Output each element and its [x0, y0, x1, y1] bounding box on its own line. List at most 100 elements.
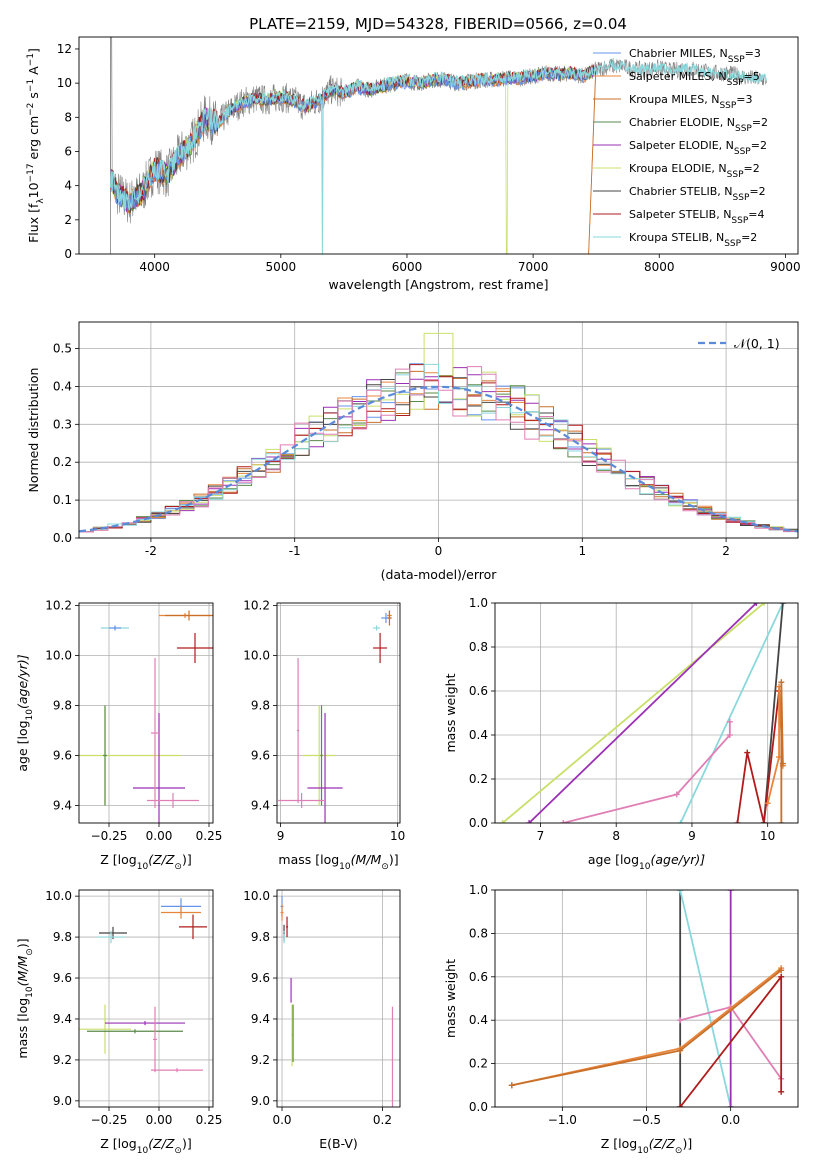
y-tick-label: 0.8 — [469, 926, 488, 940]
x-axis-label-part: (age/yr)] — [650, 852, 705, 867]
y-axis-label-part: erg cm — [26, 116, 41, 164]
x-axis-label: Z [log10(Z/Z⊙)] — [100, 1136, 191, 1156]
x-tick-label: 9000 — [770, 260, 801, 274]
x-tick-label: 0 — [435, 544, 443, 558]
x-axis-label-part: Z [log — [100, 852, 136, 867]
x-axis-label-part: )] — [682, 1136, 692, 1151]
y-axis-label-part: (age/yr)] — [15, 654, 30, 709]
weight-line — [501, 603, 765, 823]
y-tick-label: 9.8 — [251, 699, 270, 713]
y-axis-label-part: 10 — [25, 986, 35, 998]
residual-histogram-panel: -2 -1 0 1 2 0.0 0.1 0.2 0.3 0.4 0.5 𝒩(0, 1) (data-mo… — [26, 321, 799, 582]
spectrum-panel: 4000 5000 6000 7000 8000 9000 0 2 4 6 8 10 12 Chabrie… — [26, 36, 801, 292]
y-tick-label: 0.2 — [469, 1057, 488, 1071]
y-tick-label: 2 — [64, 213, 72, 227]
weight-lines — [508, 890, 785, 1107]
error-bars — [79, 610, 213, 823]
x-tick-label: 7 — [537, 829, 545, 843]
y-tick-label: 9.2 — [251, 1053, 270, 1067]
error-bars — [278, 610, 392, 823]
y-tick-label: 0.6 — [469, 970, 488, 984]
x-tick-label: 1 — [578, 544, 586, 558]
x-axis-label-part: 10 — [637, 1146, 649, 1156]
y-axis-label-part: s — [26, 92, 41, 103]
legend-label-part: Salpeter STELIB, N — [629, 208, 731, 221]
weight-line — [562, 721, 731, 823]
y-axis-label: mass weight — [443, 673, 458, 752]
y-tick-label: 10 — [57, 76, 72, 90]
x-axis-label-part: ⊙ — [174, 862, 182, 872]
legend-label-part: =2 — [741, 231, 757, 244]
x-tick-label: 0.0 — [721, 1113, 740, 1127]
residual-histogram — [79, 366, 798, 533]
y-axis-label-part: ⊙ — [25, 948, 35, 956]
x-tick-label: 9 — [277, 829, 285, 843]
x-tick-label: 6000 — [392, 260, 423, 274]
y-tick-label: 9.6 — [251, 749, 270, 763]
legend-label-part: Salpeter MILES, N — [629, 70, 727, 83]
legend-label: Chabrier ELODIE, NSSP=2 — [629, 116, 768, 134]
x-axis-label-part: (Z/Z — [649, 1136, 676, 1151]
y-axis-label-part: Flux [f — [26, 203, 41, 243]
y-tick-label: 0.2 — [469, 772, 488, 786]
x-tick-label: 4000 — [139, 260, 170, 274]
histogram-lines — [79, 332, 798, 533]
y-axis-label-part: ] — [26, 48, 41, 53]
legend-label-part: SSP — [735, 124, 752, 134]
legend-label: Chabrier STELIB, NSSP=2 — [629, 185, 766, 203]
weight-line — [763, 603, 784, 823]
x-tick-label: 5000 — [266, 260, 297, 274]
y-tick-label: 0.0 — [469, 1100, 488, 1114]
legend-label-part: =3 — [736, 93, 752, 106]
legend-label-part: Kroupa STELIB, N — [629, 231, 724, 244]
legend-label: Kroupa ELODIE, NSSP=2 — [629, 162, 760, 180]
y-tick-label: 0.0 — [53, 531, 72, 545]
y-tick-label: 9.6 — [53, 749, 72, 763]
y-tick-label: 9.6 — [251, 971, 270, 985]
x-axis-label-part: (Z/Z — [148, 1136, 175, 1151]
x-tick-label: −0.25 — [91, 829, 128, 843]
legend-label-part: Salpeter ELODIE, N — [629, 139, 734, 152]
weight-line — [679, 603, 784, 823]
model-spectrum-line — [109, 59, 767, 254]
y-axis-label: Flux [fλ10−17 erg cm−2 s−1 A−1] — [26, 48, 46, 243]
axes-frame — [276, 889, 401, 1108]
y-tick-label: 9.4 — [53, 1012, 72, 1026]
legend-label-part: SSP — [734, 147, 751, 157]
x-axis-label-part: 10 — [137, 862, 149, 872]
y-tick-label: 8 — [64, 110, 72, 124]
axes-frame — [494, 889, 799, 1108]
x-tick-label: 0.00 — [146, 829, 173, 843]
legend-label-part: =3 — [745, 47, 761, 60]
y-tick-label: 0.6 — [469, 684, 488, 698]
legend-label-part: =2 — [749, 185, 765, 198]
legend-label-part: =2 — [752, 116, 768, 129]
x-tick-label: −0.25 — [91, 1113, 128, 1127]
y-axis-label-part: −1 — [26, 53, 36, 66]
y-tick-label: 9.0 — [53, 1094, 72, 1108]
legend-label-part: SSP — [728, 55, 745, 65]
x-tick-label: 0.00 — [146, 1113, 173, 1127]
y-tick-label: 10.0 — [243, 889, 270, 903]
x-axis-label-part: 10 — [639, 862, 651, 872]
y-tick-label: 9.0 — [251, 1094, 270, 1108]
age-vs-metallicity-panel: −0.25 0.00 0.259.49.69.810.010.2Z [log10(Z… — [15, 599, 222, 873]
y-tick-label: 10.0 — [45, 889, 72, 903]
y-tick-label: 0.8 — [469, 640, 488, 654]
y-axis-label-part: )] — [15, 938, 30, 948]
y-tick-label: 1.0 — [469, 596, 488, 610]
legend-label: Salpeter MILES, NSSP=5 — [629, 70, 760, 88]
weight-line — [736, 690, 780, 823]
x-axis-label-part: )] — [389, 852, 399, 867]
x-axis-label-part: )] — [182, 1136, 192, 1151]
legend-label: 𝒩(0, 1) — [734, 336, 780, 351]
y-axis-label-part: 10 — [25, 709, 35, 721]
y-tick-label: 0.4 — [53, 379, 72, 393]
legend-label-part: SSP — [727, 170, 744, 180]
y-tick-label: 1.0 — [469, 883, 488, 897]
y-axis-label: mass [log10(M/M⊙)] — [15, 938, 35, 1058]
x-axis-label: wavelength [Angstrom, rest frame] — [328, 277, 548, 292]
x-axis-label: (data-model)/error — [381, 567, 498, 582]
